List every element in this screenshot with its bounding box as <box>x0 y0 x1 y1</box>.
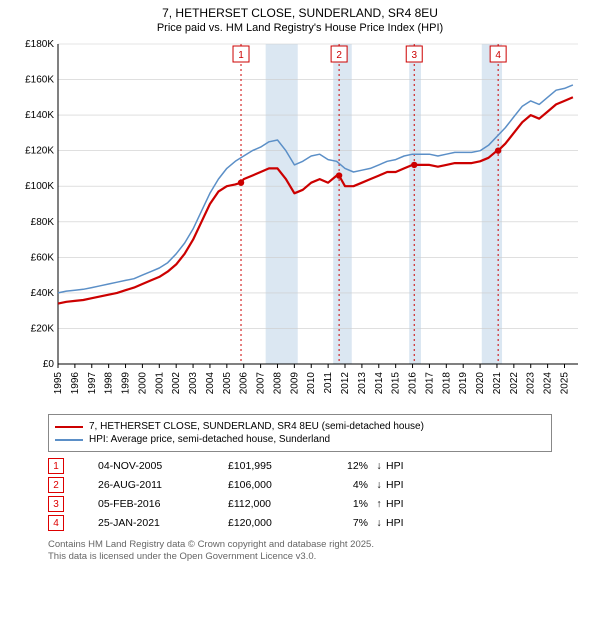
sale-marker-num: 2 <box>336 50 342 61</box>
legend-label: 7, HETHERSET CLOSE, SUNDERLAND, SR4 8EU … <box>89 421 424 432</box>
footer-line-1: Contains HM Land Registry data © Crown c… <box>48 539 590 551</box>
sale-date: 04-NOV-2005 <box>98 460 228 472</box>
x-tick-label: 2020 <box>475 372 486 395</box>
legend-label: HPI: Average price, semi-detached house,… <box>89 434 330 445</box>
sale-date: 26-AUG-2011 <box>98 479 228 491</box>
x-tick-label: 2016 <box>408 372 419 395</box>
sale-price: £106,000 <box>228 479 328 491</box>
y-tick-label: £160K <box>25 75 54 86</box>
sale-price: £120,000 <box>228 517 328 529</box>
sale-point <box>411 162 417 168</box>
sale-date: 05-FEB-2016 <box>98 498 228 510</box>
shade-band <box>482 44 502 364</box>
sale-marker-num: 3 <box>411 50 417 61</box>
sale-num-box: 1 <box>48 458 64 474</box>
sale-point <box>495 147 501 153</box>
shade-band <box>266 44 298 364</box>
sale-date: 25-JAN-2021 <box>98 517 228 529</box>
sale-row: 1 04-NOV-2005£101,99512% ↓HPI <box>48 458 552 474</box>
sale-rel: HPI <box>386 460 416 472</box>
shade-band <box>333 44 352 364</box>
x-tick-label: 2008 <box>272 372 283 395</box>
shade-band <box>409 44 421 364</box>
sale-num-box: 4 <box>48 515 64 531</box>
sale-row: 3 05-FEB-2016£112,0001% ↑HPI <box>48 496 552 512</box>
x-tick-label: 2013 <box>357 372 368 395</box>
x-tick-label: 2025 <box>559 372 570 395</box>
sale-pct: 12% <box>328 460 368 472</box>
y-tick-label: £0 <box>43 359 55 370</box>
legend: 7, HETHERSET CLOSE, SUNDERLAND, SR4 8EU … <box>48 414 552 452</box>
sale-row: 2 26-AUG-2011£106,0004% ↓HPI <box>48 477 552 493</box>
x-tick-label: 1997 <box>87 372 98 395</box>
x-tick-label: 1999 <box>121 372 132 395</box>
sales-table: 104-NOV-2005£101,99512%↓HPI226-AUG-2011£… <box>48 458 552 531</box>
x-tick-label: 2024 <box>543 372 554 395</box>
x-tick-label: 2009 <box>289 372 300 395</box>
arrow-icon: ↓ <box>372 517 386 529</box>
x-tick-label: 1998 <box>104 372 115 395</box>
sale-rel: HPI <box>386 498 416 510</box>
x-tick-label: 2011 <box>323 372 334 394</box>
legend-swatch <box>55 426 83 428</box>
sale-num-box: 3 <box>48 496 64 512</box>
sale-pct: 7% <box>328 517 368 529</box>
arrow-icon: ↑ <box>372 498 386 510</box>
sale-point <box>238 179 244 185</box>
y-tick-label: £100K <box>25 181 54 192</box>
x-tick-label: 2005 <box>222 372 233 395</box>
y-tick-label: £60K <box>31 252 55 263</box>
x-tick-label: 2007 <box>256 372 267 395</box>
x-tick-label: 2001 <box>154 372 165 395</box>
footer: Contains HM Land Registry data © Crown c… <box>48 539 590 564</box>
x-tick-label: 2012 <box>340 372 351 395</box>
y-tick-label: £120K <box>25 146 54 157</box>
x-tick-label: 2014 <box>374 372 385 395</box>
chart-subtitle: Price paid vs. HM Land Registry's House … <box>0 22 600 34</box>
y-tick-label: £180K <box>25 39 54 50</box>
chart-area: £0 £20K £40K £60K £80K £100K £120K £140K £160K £1… <box>10 38 590 408</box>
x-tick-label: 2006 <box>239 372 250 395</box>
footer-line-2: This data is licensed under the Open Gov… <box>48 551 590 563</box>
sale-marker-num: 1 <box>238 50 244 61</box>
sale-point <box>336 172 342 178</box>
x-tick-label: 2018 <box>441 372 452 395</box>
sale-pct: 4% <box>328 479 368 491</box>
legend-swatch <box>55 439 83 441</box>
x-tick-label: 2021 <box>492 372 503 395</box>
x-tick-label: 2010 <box>306 372 317 395</box>
sale-num-box: 2 <box>48 477 64 493</box>
y-tick-label: £80K <box>31 217 55 228</box>
arrow-icon: ↓ <box>372 460 386 472</box>
x-tick-label: 2015 <box>391 372 402 395</box>
chart-title: 7, HETHERSET CLOSE, SUNDERLAND, SR4 8EU <box>0 6 600 20</box>
chart-svg: £0 £20K £40K £60K £80K £100K £120K £140K £160K £1… <box>10 38 590 408</box>
x-tick-label: 2023 <box>526 372 537 395</box>
legend-row: 7, HETHERSET CLOSE, SUNDERLAND, SR4 8EU … <box>55 421 545 432</box>
x-tick-label: 2002 <box>171 372 182 395</box>
sale-marker-num: 4 <box>495 50 501 61</box>
sale-pct: 1% <box>328 498 368 510</box>
x-tick-label: 2019 <box>458 372 469 395</box>
legend-row: HPI: Average price, semi-detached house,… <box>55 434 545 445</box>
y-tick-label: £40K <box>31 288 55 299</box>
x-tick-label: 2000 <box>137 372 148 395</box>
sale-rel: HPI <box>386 479 416 491</box>
x-tick-label: 2017 <box>424 372 435 395</box>
x-tick-label: 1996 <box>70 372 81 395</box>
sale-price: £101,995 <box>228 460 328 472</box>
x-tick-label: 2022 <box>509 372 520 395</box>
y-tick-label: £20K <box>31 323 55 334</box>
y-tick-label: £140K <box>25 110 54 121</box>
arrow-icon: ↓ <box>372 479 386 491</box>
x-tick-label: 2004 <box>205 372 216 395</box>
sale-price: £112,000 <box>228 498 328 510</box>
x-tick-label: 2003 <box>188 372 199 395</box>
sale-rel: HPI <box>386 517 416 529</box>
x-tick-label: 1995 <box>53 372 64 395</box>
sale-row: 4 25-JAN-2021£120,0007% ↓HPI <box>48 515 552 531</box>
